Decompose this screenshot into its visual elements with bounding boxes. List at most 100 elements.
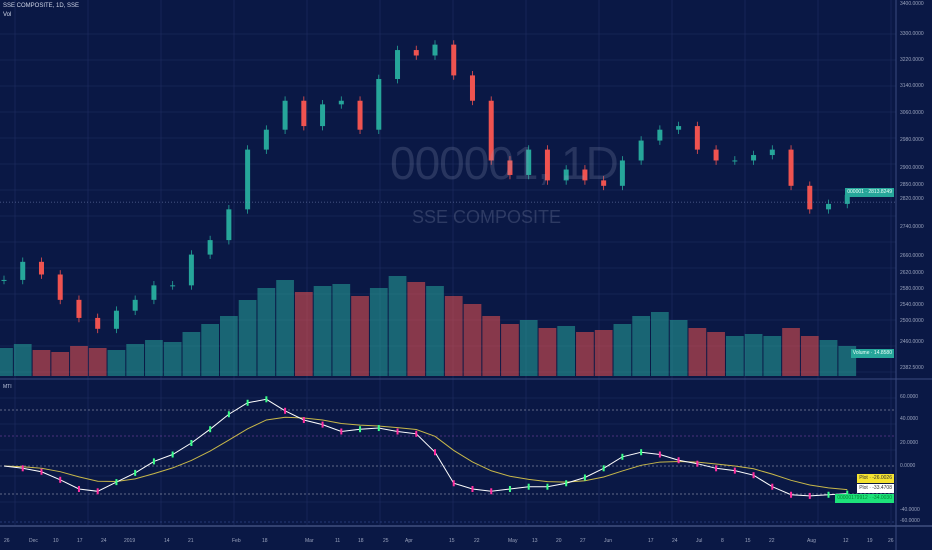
price-axis-label: 2580.0000 xyxy=(900,286,924,292)
time-axis-label: 18 xyxy=(358,538,364,544)
mti-line xyxy=(3,398,848,497)
time-axis-label: 18 xyxy=(262,538,268,544)
volume-bar xyxy=(145,340,163,376)
indicator-legend[interactable]: MTI xyxy=(3,384,12,390)
volume-bar xyxy=(51,352,70,376)
time-axis-label: Jun xyxy=(604,538,613,544)
time-axis-label: 21 xyxy=(188,538,194,544)
watermark-name: SSE COMPOSITE xyxy=(412,207,562,227)
plot2-tag: Plot · -33.4708 xyxy=(857,484,894,493)
volume-bar xyxy=(707,332,725,376)
volume-bar xyxy=(351,296,369,376)
candle xyxy=(76,299,82,318)
time-axis-label: Feb xyxy=(232,538,241,544)
candle xyxy=(282,100,288,130)
volume-bar xyxy=(519,320,538,376)
candle xyxy=(263,129,269,150)
time-axis-label: 22 xyxy=(474,538,480,544)
candle xyxy=(20,261,26,280)
volume-bar xyxy=(407,282,426,376)
time-axis-label: Mar xyxy=(305,538,314,544)
symbol-title[interactable]: SSE COMPOSITE, 1D, SSE xyxy=(3,3,80,9)
volume-bar xyxy=(594,330,613,376)
volume-bar xyxy=(782,328,800,376)
price-axis-label: 2740.0000 xyxy=(900,224,924,230)
time-axis-label: Apr xyxy=(405,538,413,544)
candle xyxy=(844,194,850,204)
price-axis-label: 3060.0000 xyxy=(900,110,924,116)
volume-bar xyxy=(32,350,51,376)
volume-bar xyxy=(444,296,463,376)
volume-bar xyxy=(800,336,819,376)
candle xyxy=(788,149,794,186)
volume-bar xyxy=(538,328,557,376)
candle xyxy=(245,149,251,210)
candle xyxy=(676,126,682,130)
volume-bar xyxy=(276,280,294,376)
volume-bar xyxy=(70,346,88,376)
volume-bar xyxy=(313,286,332,376)
chart-header: SSE COMPOSITE, 1D, SSE Vol xyxy=(3,2,79,20)
volume-bar xyxy=(238,300,257,376)
price-axis-label: 2820.0000 xyxy=(900,196,924,202)
volume-bar xyxy=(294,292,313,376)
volume-bar xyxy=(369,288,388,376)
time-axis-label: 13 xyxy=(532,538,538,544)
price-axis-label: 3220.0000 xyxy=(900,57,924,63)
candle xyxy=(544,149,550,181)
candle xyxy=(113,310,119,329)
candle xyxy=(732,160,738,162)
volume-bar xyxy=(88,348,107,376)
volume-bar xyxy=(13,344,32,376)
price-axis-label: 2660.0000 xyxy=(900,253,924,259)
volume-bar xyxy=(163,342,182,376)
candle xyxy=(432,44,438,56)
volume-bar xyxy=(763,336,782,376)
volume-bar xyxy=(201,324,219,376)
candle xyxy=(469,75,475,101)
price-axis-label: 2460.0000 xyxy=(900,339,924,345)
candle xyxy=(207,240,213,255)
candle xyxy=(413,50,419,56)
time-axis-label: 11 xyxy=(335,538,341,544)
indicator-axis-label: 0.0000 xyxy=(900,463,916,469)
volume-bar xyxy=(182,332,201,376)
volume-bar xyxy=(819,340,838,376)
time-axis-label: 2019 xyxy=(124,538,136,544)
time-axis-label: 8 xyxy=(721,538,724,544)
volume-bar xyxy=(426,286,444,376)
volume-bar xyxy=(632,316,650,376)
candle xyxy=(751,155,757,161)
candle xyxy=(769,149,775,156)
candle xyxy=(57,274,63,300)
indicator-axis-label: 60.0000 xyxy=(900,394,919,400)
time-axis-label: 24 xyxy=(672,538,678,544)
volume-bar xyxy=(576,332,594,376)
candle xyxy=(151,285,157,300)
candle xyxy=(320,104,326,127)
price-axis-label: 2900.0000 xyxy=(900,165,924,171)
indicator-axis-label: 40.0000 xyxy=(900,416,919,422)
price-axis-label: 2500.0000 xyxy=(900,318,924,324)
time-axis-label: Aug xyxy=(807,538,816,544)
volume-bar xyxy=(482,316,501,376)
candle xyxy=(132,299,138,311)
volume-bar xyxy=(126,344,145,376)
price-tag: 000001 · 2813.8249 xyxy=(845,188,894,197)
volume-legend: Vol xyxy=(3,12,12,18)
time-axis-label: 17 xyxy=(648,538,654,544)
candle xyxy=(601,180,607,186)
candle xyxy=(507,160,513,175)
volume-bar xyxy=(388,276,407,376)
price-axis-label: 2980.0000 xyxy=(900,137,924,143)
time-axis-label: 15 xyxy=(745,538,751,544)
candle xyxy=(38,261,44,275)
candle xyxy=(526,149,532,175)
candle xyxy=(170,285,176,287)
volume-bar xyxy=(463,304,482,376)
price-axis-label: 3300.0000 xyxy=(900,31,924,37)
candle xyxy=(95,317,101,329)
volume-bar xyxy=(501,324,519,376)
volume-bar xyxy=(688,328,707,376)
